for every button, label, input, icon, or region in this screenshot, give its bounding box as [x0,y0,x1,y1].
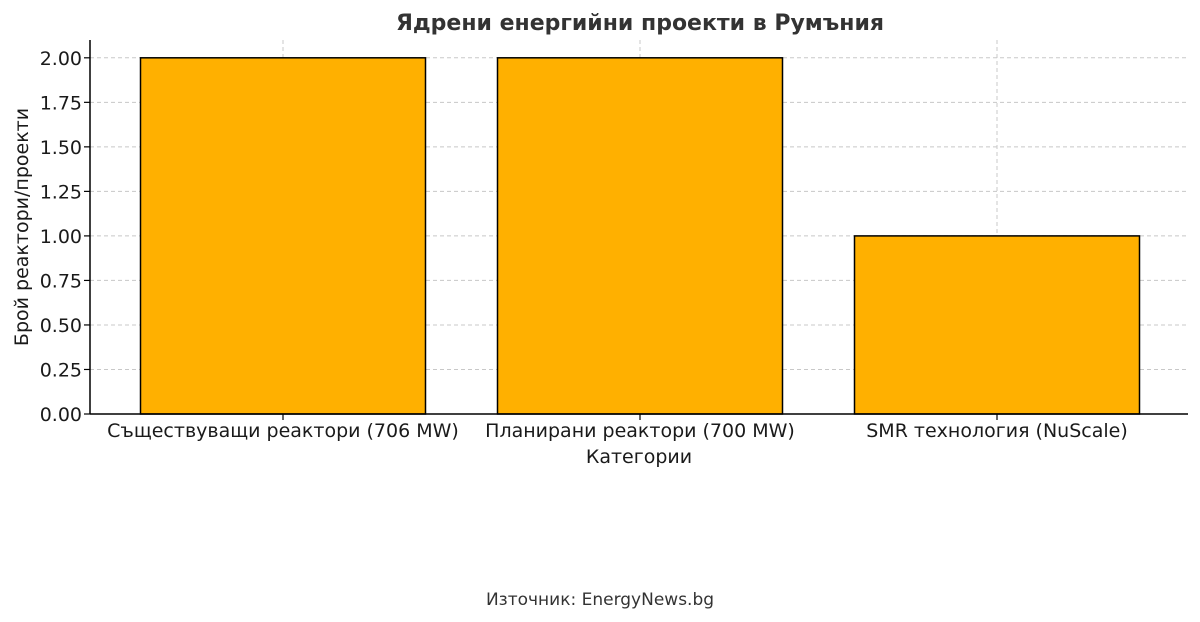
y-tick-label: 2.00 [40,48,82,70]
y-tick-label: 0.25 [40,359,82,381]
x-tick-label: Съществуващи реактори (706 MW) [107,420,459,442]
source-note: Източник: EnergyNews.bg [485,590,715,610]
x-tick-label: SMR технология (NuScale) [866,420,1128,442]
x-axis-label: Категории [586,446,692,468]
x-tick-label: Планирани реактори (700 MW) [485,420,795,442]
bar [853,235,1141,415]
y-tick-label: 0.50 [40,315,82,337]
y-tick-label: 0.75 [40,270,82,292]
y-tick-labels: 0.00 0.25 0.50 0.75 1.00 1.25 1.50 1.75 2.00 [40,48,90,426]
y-tick-label: 1.50 [40,137,82,159]
chart-title: Ядрени енергийни проекти в Румъния [396,11,884,36]
y-tick-label: 0.00 [40,404,82,426]
y-axis-label: Брой реактори/проекти [11,108,33,346]
bars [139,57,1141,415]
y-tick-label: 1.25 [40,181,82,203]
y-tick-label: 1.75 [40,92,82,114]
y-tick-label: 1.00 [40,226,82,248]
x-tick-labels: Съществуващи реактори (706 MW) Планирани … [107,414,1128,442]
bar [139,57,427,415]
bar [496,57,784,415]
